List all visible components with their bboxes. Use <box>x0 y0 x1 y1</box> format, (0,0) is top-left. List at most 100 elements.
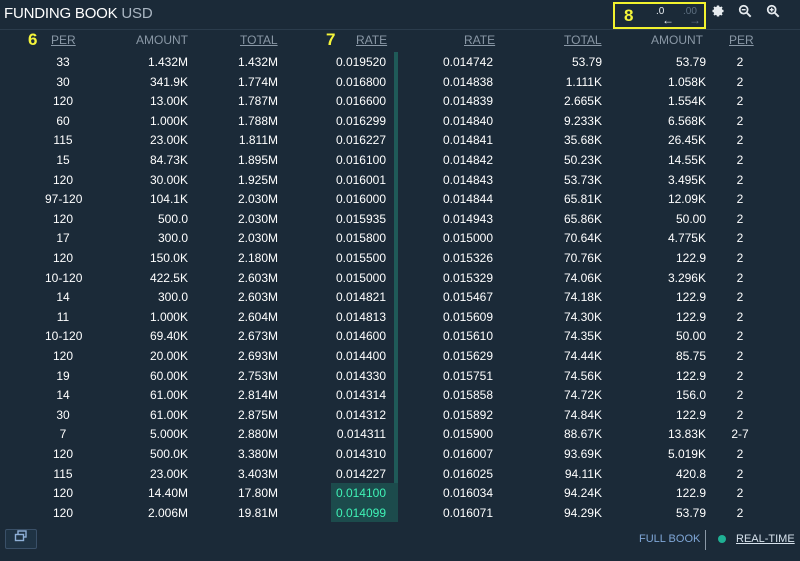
bid-total-cell: 1.774M <box>237 74 278 89</box>
bid-total-cell: 3.380M <box>237 447 278 461</box>
offer-total-cell: 74.44K <box>563 349 602 363</box>
offers-total-header[interactable]: TOTAL <box>564 33 602 47</box>
offer-per-cell: 2 <box>736 133 744 148</box>
panel-title-text: FUNDING BOOK <box>4 5 118 22</box>
bid-depth-bar <box>394 52 398 522</box>
bid-total-cell: 1.895M <box>237 153 278 167</box>
offer-rate-cell: 0.015326 <box>442 251 493 265</box>
bid-rate-cell: 0.015800 <box>335 231 386 246</box>
arrow-left-icon[interactable]: ← <box>662 13 674 27</box>
offer-amount-cell: 122.9 <box>675 309 706 324</box>
offer-amount-cell: 5.019K <box>667 447 706 461</box>
offer-per-cell: 2 <box>736 211 744 226</box>
bid-total-cell: 2.030M <box>237 231 278 246</box>
offer-rate-cell: 0.016034 <box>442 486 493 501</box>
bid-per-cell: 120 <box>52 486 74 501</box>
offer-total-cell: 74.72K <box>563 388 602 403</box>
bid-total-cell: 2.603M <box>237 270 278 285</box>
offers-rate-header[interactable]: RATE <box>464 33 496 47</box>
offer-amount-cell: 85.75 <box>675 349 706 363</box>
bid-amount-cell: 300.0 <box>157 231 188 246</box>
offer-total-cell: 53.73K <box>563 172 602 187</box>
offer-total-cell: 70.76K <box>563 251 602 265</box>
offer-rate-cell: 0.016025 <box>442 466 493 481</box>
offer-per-cell: 2 <box>736 113 744 128</box>
offer-amount-cell: 6.568K <box>667 113 706 128</box>
bid-per-cell: 120 <box>52 94 74 109</box>
offer-total-cell: 35.68K <box>563 133 602 148</box>
offers-amount-header[interactable]: AMOUNT <box>651 33 703 47</box>
bid-rate-cell: 0.014314 <box>335 388 386 403</box>
offer-rate-cell: 0.015609 <box>442 309 493 324</box>
bid-rate-cell: 0.014099 <box>335 505 386 520</box>
precision-increase-button[interactable]: .00 <box>683 6 697 17</box>
bid-total-cell: 2.875M <box>237 407 278 422</box>
offer-rate-cell: 0.014742 <box>442 55 493 69</box>
offer-total-cell: 93.69K <box>563 447 602 461</box>
bid-amount-cell: 30.00K <box>149 172 188 187</box>
bid-per-cell: 15 <box>56 153 70 167</box>
bids-per-header[interactable]: PER <box>51 33 76 47</box>
offer-amount-cell: 53.79 <box>675 55 706 69</box>
bid-per-cell: 120 <box>52 172 74 187</box>
offer-rate-cell: 0.014843 <box>442 172 493 187</box>
offer-rate-cell: 0.016007 <box>442 447 493 461</box>
offer-per-cell: 2 <box>736 447 744 461</box>
offer-amount-cell: 1.058K <box>667 74 706 89</box>
offer-amount-cell: 122.9 <box>675 251 706 265</box>
offer-amount-cell: 4.775K <box>667 231 706 246</box>
offer-rate-cell: 0.016071 <box>442 505 493 520</box>
bid-amount-cell: 61.00K <box>149 407 188 422</box>
bid-per-cell: 120 <box>52 251 74 265</box>
bid-amount-cell: 1.000K <box>149 309 188 324</box>
bid-rate-cell: 0.015935 <box>335 211 386 226</box>
offer-rate-cell: 0.015000 <box>442 231 493 246</box>
bid-rate-cell: 0.019520 <box>335 55 386 69</box>
bids-total-header[interactable]: TOTAL <box>240 33 278 47</box>
offer-amount-cell: 1.554K <box>667 94 706 109</box>
offer-total-cell: 74.35K <box>563 329 602 344</box>
offer-per-cell: 2 <box>736 55 744 69</box>
bid-total-cell: 2.814M <box>237 388 278 403</box>
annotation-rate: 7 <box>326 30 336 49</box>
bid-total-cell: 2.603M <box>237 290 278 305</box>
window-restore-icon[interactable] <box>5 529 37 549</box>
bid-amount-cell: 1.000K <box>149 113 188 128</box>
bid-per-cell: 120 <box>52 505 74 520</box>
bid-amount-cell: 23.00K <box>149 466 188 481</box>
offer-rate-cell: 0.015751 <box>442 368 493 383</box>
bids-amount-header[interactable]: AMOUNT <box>136 33 188 47</box>
offers-per-header[interactable]: PER <box>729 33 754 47</box>
offer-rate-cell: 0.014943 <box>442 211 493 226</box>
bid-amount-cell: 84.73K <box>149 153 188 167</box>
bid-total-cell: 2.693M <box>237 349 278 363</box>
arrow-right-icon[interactable]: → <box>689 13 701 27</box>
zoom-in-icon[interactable] <box>764 4 782 22</box>
bid-per-cell: 33 <box>56 55 70 69</box>
bid-amount-cell: 500.0K <box>149 447 188 461</box>
offer-per-cell: 2 <box>736 74 744 89</box>
precision-decrease-button[interactable]: .0 <box>656 6 665 17</box>
bid-rate-cell: 0.016299 <box>335 113 386 128</box>
bid-per-cell: 115 <box>53 466 73 481</box>
bid-total-cell: 2.030M <box>237 211 278 226</box>
gear-icon[interactable] <box>709 4 727 22</box>
offer-rate-cell: 0.015467 <box>442 290 493 305</box>
offer-rate-cell: 0.015610 <box>442 329 493 344</box>
offer-total-cell: 94.11K <box>564 466 602 481</box>
bid-per-cell: 120 <box>52 211 74 226</box>
real-time-link[interactable]: REAL-TIME <box>736 533 795 545</box>
offer-per-cell: 2 <box>736 466 744 481</box>
offer-total-cell: 53.79 <box>571 55 602 69</box>
bids-rate-header[interactable]: RATE <box>356 33 388 47</box>
offer-amount-cell: 3.296K <box>667 270 706 285</box>
offer-rate-cell: 0.014841 <box>442 133 493 148</box>
bid-rate-cell: 0.016600 <box>335 94 386 109</box>
bid-total-cell: 1.787M <box>237 94 278 109</box>
bid-total-cell: 19.81M <box>237 505 278 520</box>
offer-total-cell: 65.86K <box>563 211 602 226</box>
offer-per-cell: 2 <box>736 505 744 520</box>
zoom-out-icon[interactable] <box>736 4 754 22</box>
full-book-link[interactable]: FULL BOOK <box>639 533 701 545</box>
bid-rate-cell: 0.014813 <box>335 309 386 324</box>
